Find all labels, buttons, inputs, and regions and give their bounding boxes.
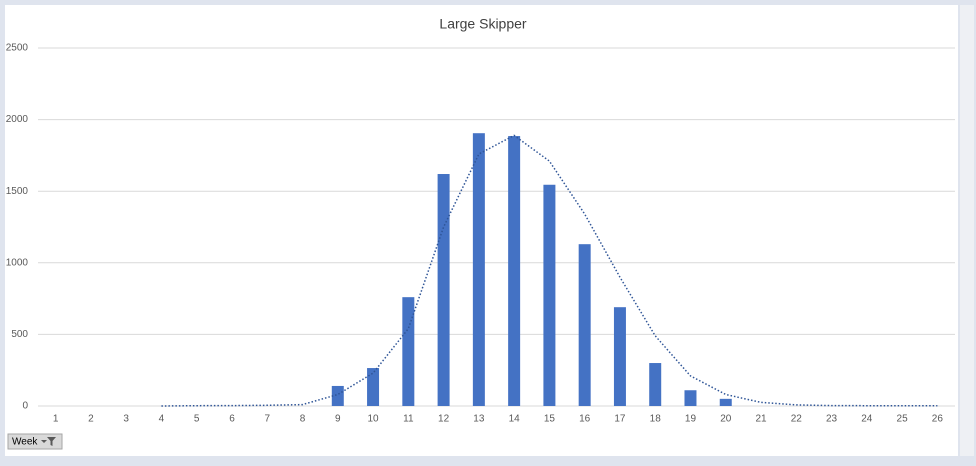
x-tick-label: 4 [159, 414, 165, 425]
x-tick-label: 2 [88, 414, 94, 425]
bar [578, 244, 591, 406]
y-tick-label: 2500 [6, 43, 29, 54]
y-tick-label: 2000 [6, 114, 29, 125]
x-tick-label: 5 [194, 414, 200, 425]
bar [367, 368, 380, 406]
filter-button[interactable]: Week [7, 433, 63, 450]
y-tick-label: 0 [22, 401, 28, 412]
x-tick-label: 26 [932, 414, 944, 425]
x-tick-label: 19 [685, 414, 697, 425]
bar [649, 363, 662, 406]
trendline [161, 134, 938, 407]
chart-title: Large Skipper [439, 16, 527, 32]
x-tick-label: 10 [367, 414, 379, 425]
side-strip [960, 5, 974, 456]
bar [684, 390, 697, 406]
x-tick-label: 9 [335, 414, 341, 425]
bar [543, 184, 556, 406]
bar [331, 385, 344, 406]
x-tick-label: 20 [720, 414, 732, 425]
x-tick-label: 6 [229, 414, 235, 425]
y-tick-label: 1500 [6, 186, 29, 197]
y-tick-label: 1000 [6, 257, 29, 268]
x-tick-label: 23 [826, 414, 838, 425]
x-tick-label: 17 [614, 414, 626, 425]
bar [508, 136, 521, 406]
x-tick-label: 12 [438, 414, 450, 425]
x-tick-label: 11 [403, 414, 414, 425]
x-tick-label: 8 [300, 414, 306, 425]
y-tick-label: 500 [11, 329, 28, 340]
x-tick-label: 15 [544, 414, 556, 425]
x-tick-label: 24 [861, 414, 873, 425]
bar [719, 398, 732, 406]
bar [613, 307, 626, 406]
x-tick-label: 7 [264, 414, 270, 425]
x-tick-label: 13 [473, 414, 485, 425]
x-tick-label: 14 [509, 414, 521, 425]
x-tick-label: 22 [791, 414, 803, 425]
x-tick-label: 25 [897, 414, 909, 425]
bar [402, 297, 415, 406]
x-tick-label: 21 [755, 414, 767, 425]
x-tick-label: 3 [123, 414, 129, 425]
x-tick-label: 16 [579, 414, 591, 425]
filter-icon[interactable] [41, 437, 56, 446]
x-tick-label: 18 [650, 414, 662, 425]
x-tick-label: 1 [53, 414, 59, 425]
filter-button-label[interactable]: Week [12, 437, 38, 448]
bar [472, 133, 485, 407]
bar [437, 174, 450, 406]
